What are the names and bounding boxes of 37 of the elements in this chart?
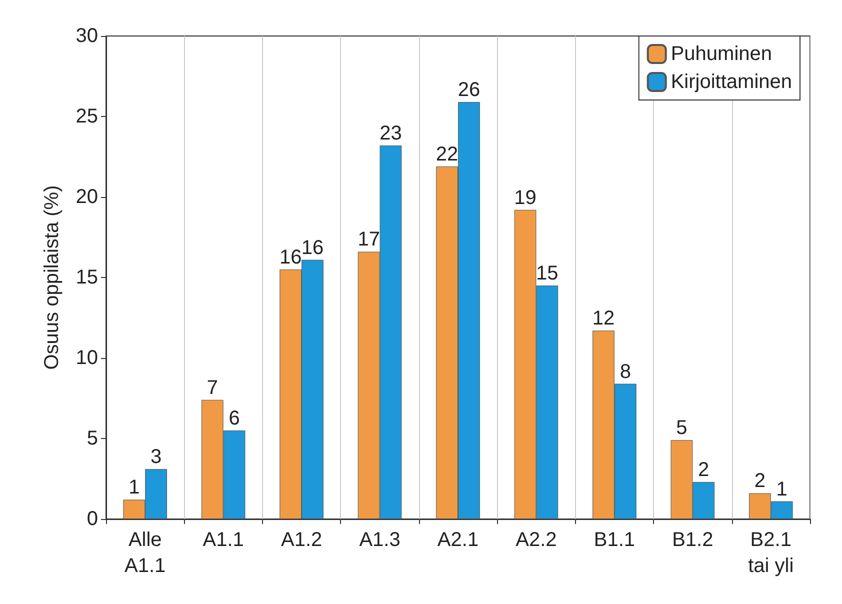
x-tick-label: A1.3 (359, 529, 400, 551)
y-tick-label: 0 (86, 508, 98, 530)
data-label: 16 (301, 236, 324, 259)
data-label: 3 (150, 446, 162, 468)
y-tick-label: 20 (76, 186, 98, 208)
data-label: 2 (698, 458, 710, 481)
x-tick-label: B2.1 tai yli (748, 529, 794, 577)
y-tick-label: 5 (86, 428, 98, 450)
legend-label: Kirjoittaminen (670, 71, 792, 93)
data-label: 19 (514, 186, 536, 209)
data-label: 6 (228, 407, 240, 430)
y-tick-label: 25 (76, 106, 98, 128)
x-tick-label: B1.1 (594, 529, 636, 551)
x-tick-label: Alle A1.1 (124, 529, 166, 577)
legend-label: Puhuminen (670, 43, 772, 65)
data-label: 15 (536, 262, 558, 285)
x-tick-label: A2.2 (516, 529, 557, 551)
data-label: 5 (676, 417, 688, 440)
x-tick-label: A1.2 (280, 529, 322, 551)
x-tick-label: A2.1 (437, 529, 479, 551)
x-tick-label: B1.2 (672, 529, 714, 551)
data-label: 12 (592, 308, 615, 330)
y-tick-label: 10 (76, 347, 98, 369)
data-label: 1 (128, 476, 140, 499)
data-label: 22 (436, 143, 458, 166)
data-label: 8 (620, 360, 631, 383)
x-tick-label: A1.1 (202, 529, 244, 551)
y-tick-label: 15 (76, 266, 98, 288)
data-label: 17 (358, 228, 380, 251)
data-label: 2 (754, 470, 766, 492)
data-label: 26 (458, 79, 480, 102)
data-label: 7 (206, 376, 218, 399)
y-tick-label: 30 (76, 25, 98, 47)
data-label: 23 (380, 122, 402, 144)
data-label: 1 (776, 478, 788, 500)
data-label: 16 (279, 246, 302, 268)
y-axis-title: Osuus oppilaista (%) (41, 185, 63, 370)
